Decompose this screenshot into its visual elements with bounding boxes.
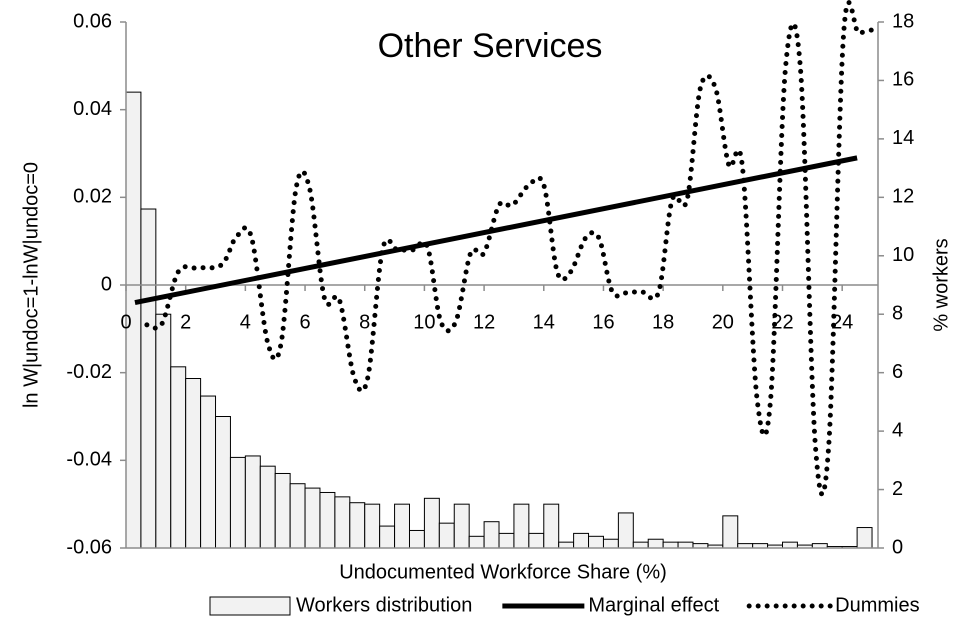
y-tick-label: 0 (101, 273, 112, 295)
y-tick-label: -0.04 (66, 449, 112, 471)
data-line (134, 155, 858, 305)
y-tick-label: -0.02 (66, 361, 112, 383)
bar (215, 416, 231, 549)
bar (394, 503, 410, 549)
bar (379, 525, 396, 549)
bar (274, 472, 291, 549)
bar (558, 541, 575, 549)
x-tick-label: 16 (592, 311, 614, 333)
bar (483, 521, 500, 549)
y2-tick-label: 18 (892, 10, 914, 32)
y2-tick-label: 0 (892, 536, 903, 558)
y-axis-label: ln W|undoc=1-lnW|undoc=0 (20, 162, 42, 408)
y2-tick-label: 2 (892, 478, 903, 500)
bar (662, 541, 679, 549)
bar (782, 541, 798, 549)
bar (468, 535, 485, 549)
y2-tick-label: 8 (892, 303, 903, 325)
bar (856, 527, 873, 549)
bar (364, 503, 381, 549)
y-tick-label: -0.06 (66, 536, 112, 558)
bar (573, 532, 590, 549)
bar (543, 503, 560, 549)
x-tick-label: 2 (180, 311, 191, 333)
legend-swatch (209, 596, 291, 616)
x-tick-label: 18 (652, 311, 674, 333)
bar (438, 522, 455, 549)
bar (498, 532, 515, 549)
y2-tick-label: 4 (892, 419, 903, 441)
y2-tick-label: 6 (892, 361, 903, 383)
bar (722, 515, 739, 549)
chart-title: Other Services (378, 27, 603, 65)
x-tick-label: 12 (473, 311, 495, 333)
bar (647, 538, 664, 549)
bar (289, 483, 306, 549)
x-axis-label: Undocumented Workforce Share (%) (339, 561, 667, 583)
bar (319, 491, 336, 549)
bar (513, 503, 530, 549)
bar (140, 208, 157, 549)
x-tick-label: 10 (413, 311, 435, 333)
bar (602, 538, 619, 549)
bar (229, 456, 246, 549)
legend-label: Marginal effect (588, 594, 719, 616)
bar (334, 496, 351, 549)
bar (677, 541, 694, 549)
bar (349, 502, 366, 549)
y-tick-label: 0.04 (73, 98, 112, 120)
bar (185, 378, 202, 549)
x-tick-label: 14 (533, 311, 555, 333)
x-tick-label: 22 (771, 311, 793, 333)
x-tick-label: 0 (120, 311, 131, 333)
y2-tick-label: 12 (892, 186, 914, 208)
bar (200, 395, 217, 549)
legend-label: Workers distribution (296, 594, 472, 616)
bar (632, 541, 649, 549)
bar (408, 529, 425, 549)
bar (304, 487, 321, 549)
legend-label: Dummies (835, 594, 919, 616)
y2-tick-label: 10 (892, 244, 914, 266)
bar (453, 503, 470, 549)
x-tick-label: 24 (831, 311, 853, 333)
x-tick-label: 4 (240, 311, 251, 333)
bar (617, 512, 634, 549)
bar (244, 455, 261, 549)
data-line (144, 0, 875, 497)
y2-tick-label: 14 (892, 127, 914, 149)
bar (155, 313, 172, 549)
bar (528, 532, 545, 549)
y-tick-label: 0.02 (73, 186, 112, 208)
x-tick-label: 6 (299, 311, 310, 333)
bar (170, 366, 187, 549)
y-tick-label: 0.06 (73, 10, 112, 32)
y2-axis-label: % workers (930, 238, 952, 331)
y2-tick-label: 16 (892, 69, 914, 91)
x-tick-label: 8 (359, 311, 370, 333)
x-tick-label: 20 (712, 311, 734, 333)
bar (588, 535, 604, 549)
bar (423, 497, 440, 549)
bar (259, 465, 276, 549)
